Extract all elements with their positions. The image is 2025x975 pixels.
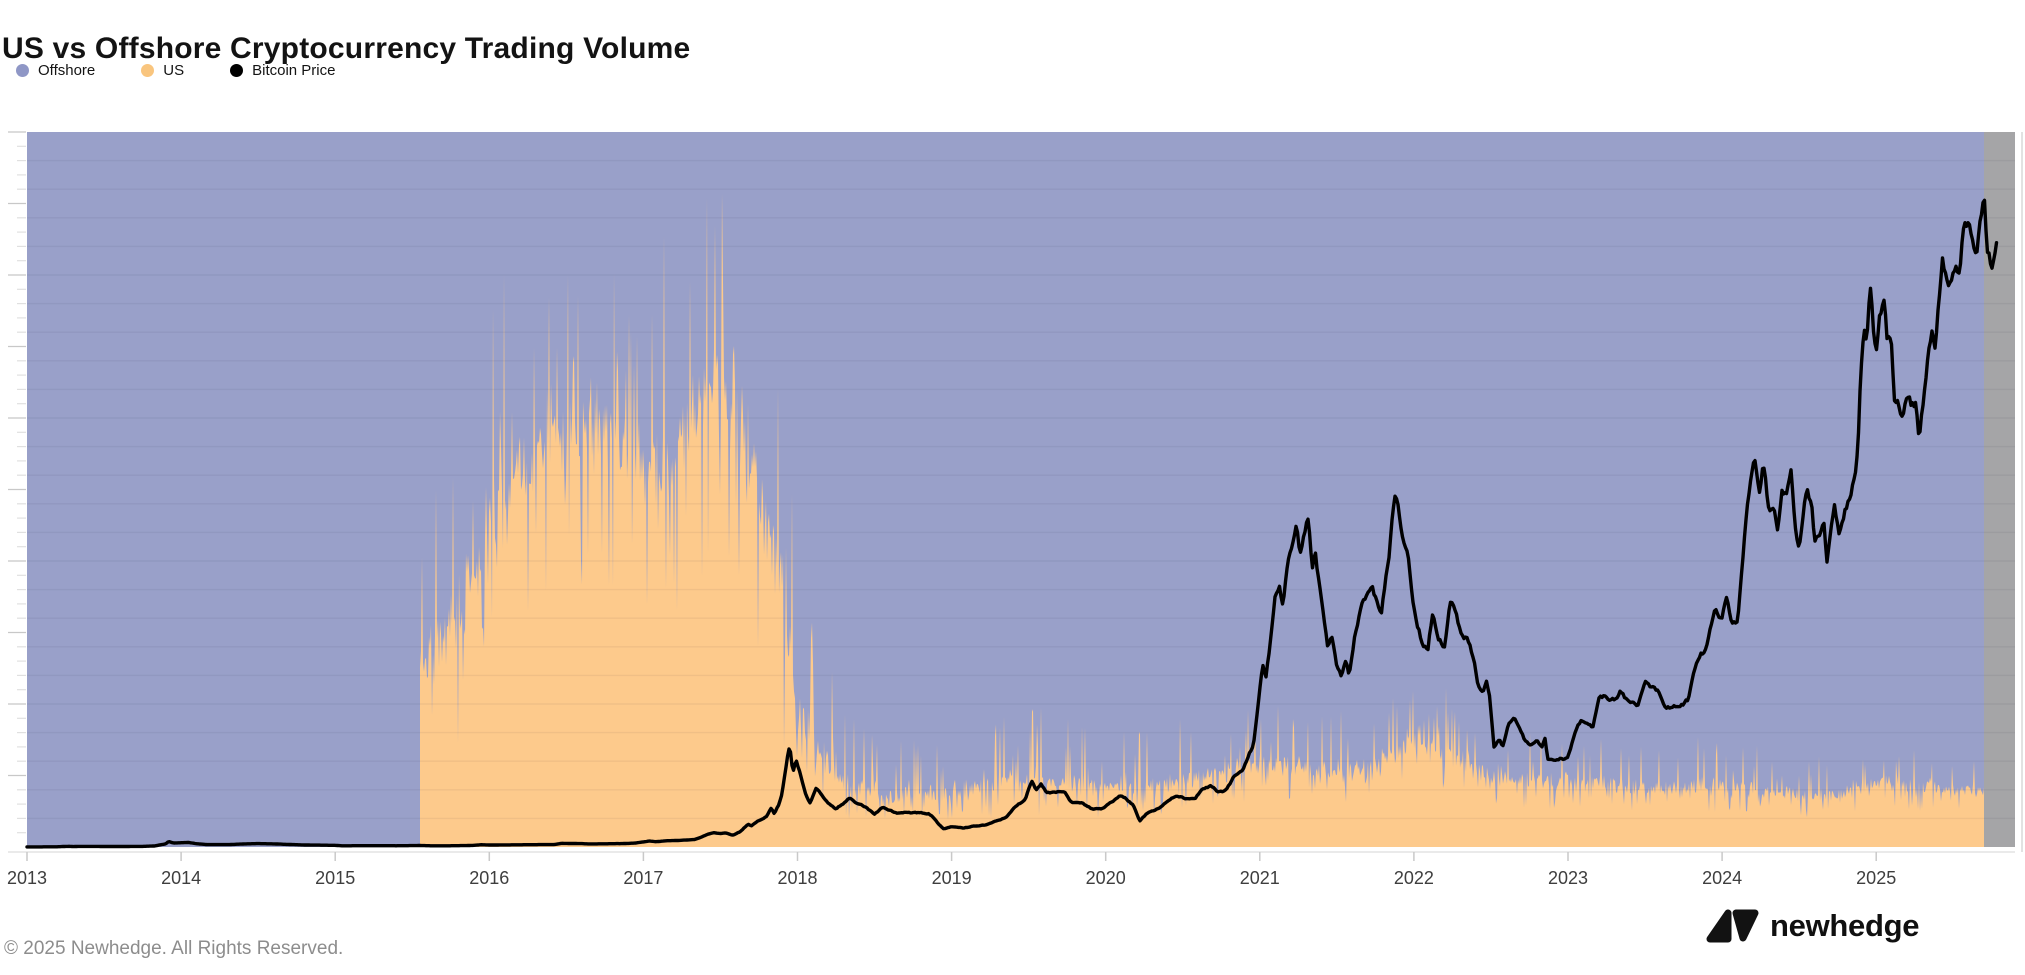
us-legend-dot-icon	[141, 64, 155, 77]
copyright-text: © 2025 Newhedge. All Rights Reserved.	[4, 938, 344, 959]
x-axis-label-2016: 2016	[469, 868, 509, 888]
x-axis-label-2023: 2023	[1548, 868, 1588, 888]
x-axis-label-2019: 2019	[932, 868, 972, 888]
newhedge-logo-mark-icon	[1706, 909, 1759, 943]
x-axis-label-2015: 2015	[315, 868, 355, 888]
legend-item-bitcoin-price[interactable]: Bitcoin Price	[230, 63, 335, 78]
x-axis-label-2024: 2024	[1702, 868, 1742, 888]
legend-item-offshore[interactable]: Offshore	[16, 63, 95, 78]
x-axis-label-2021: 2021	[1240, 868, 1280, 888]
x-axis-label-2017: 2017	[623, 868, 663, 888]
bitcoin-price-legend-dot-icon	[230, 64, 244, 77]
legend: Offshore US Bitcoin Price	[16, 63, 381, 78]
newhedge-logo-text: newhedge	[1770, 908, 1920, 943]
legend-item-us[interactable]: US	[141, 63, 184, 78]
x-axis-label-2025: 2025	[1856, 868, 1896, 888]
end-of-data-band	[1984, 132, 2015, 847]
legend-label-us: US	[163, 62, 185, 79]
legend-label-bitcoin-price: Bitcoin Price	[252, 62, 336, 79]
x-axis-label-2013: 2013	[7, 868, 47, 888]
legend-label-offshore: Offshore	[38, 62, 96, 79]
x-axis-label-2020: 2020	[1086, 868, 1126, 888]
us-area	[420, 193, 1984, 847]
x-axis-label-2022: 2022	[1394, 868, 1434, 888]
offshore-area	[27, 132, 1984, 847]
x-axis-label-2018: 2018	[777, 868, 817, 888]
x-axis-label-2014: 2014	[161, 868, 201, 888]
offshore-legend-dot-icon	[16, 64, 29, 77]
newhedge-logo[interactable]: newhedge	[1706, 908, 1919, 944]
bitcoin-price-line	[25, 198, 1999, 849]
page-title: US vs Offshore Cryptocurrency Trading Vo…	[2, 32, 691, 66]
